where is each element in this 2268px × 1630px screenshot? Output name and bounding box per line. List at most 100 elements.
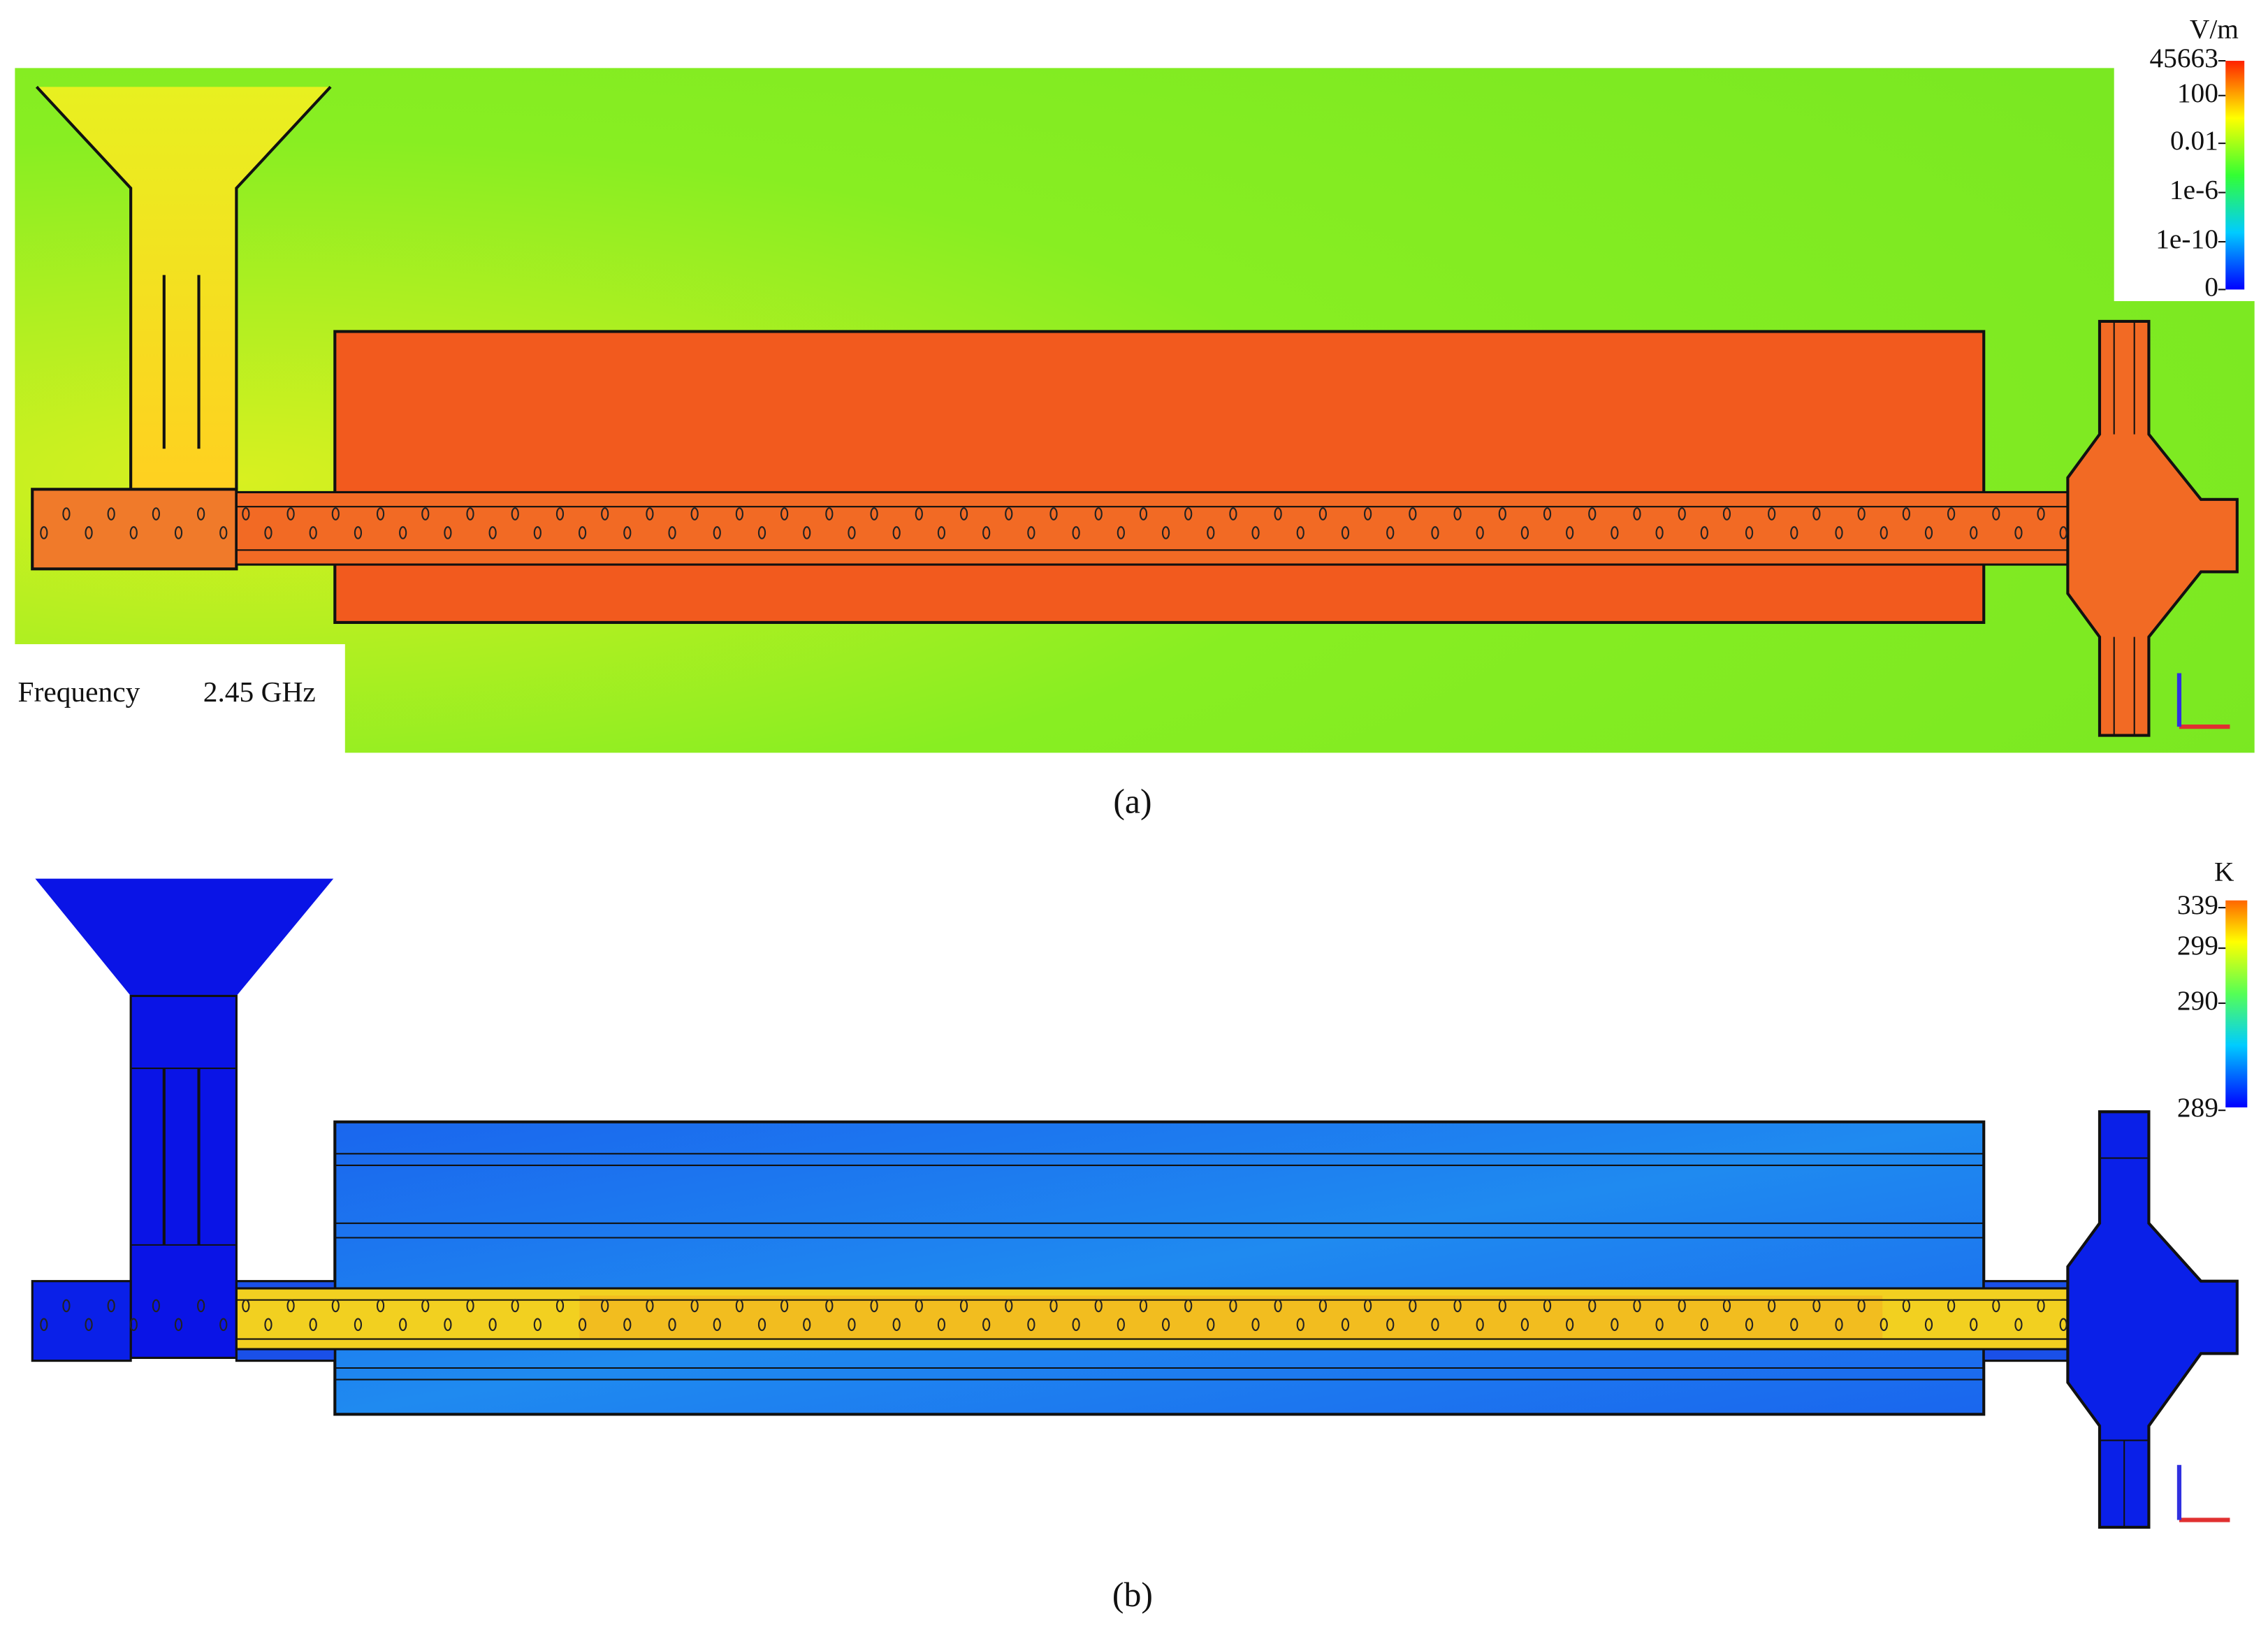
colorbar-label: 45663: [2149, 43, 2218, 73]
screw-hole: [85, 1318, 93, 1332]
screw-hole: [1453, 1299, 1462, 1313]
screw-hole: [1049, 507, 1058, 521]
screw-hole: [713, 526, 721, 539]
screw-hole: [219, 526, 228, 539]
screw-hole: [1274, 507, 1282, 521]
screw-holes: [40, 1299, 2067, 1332]
screw-hole: [1857, 1299, 1866, 1313]
screw-hole: [1678, 507, 1686, 521]
screw-hole: [848, 1318, 856, 1332]
colorbar-label: 290: [2177, 985, 2218, 1016]
screw-hole: [107, 1299, 115, 1313]
screw-hole: [1520, 526, 1529, 539]
screw-hole: [242, 1299, 250, 1313]
screw-hole: [1431, 1318, 1439, 1332]
screw-hole: [735, 1299, 743, 1313]
screw-hole: [690, 507, 699, 521]
screw-hole: [1633, 1299, 1641, 1313]
screw-hole: [1409, 1299, 1417, 1313]
screw-hole: [1005, 507, 1013, 521]
colorbar: [2225, 900, 2248, 1108]
screw-hole: [1364, 507, 1372, 521]
screw-hole: [601, 507, 609, 521]
screw-hole: [1161, 1318, 1170, 1332]
screw-hole: [1318, 507, 1327, 521]
screw-hole: [1992, 1299, 2000, 1313]
screw-hole: [1139, 1299, 1148, 1313]
screw-hole: [1498, 507, 1506, 521]
screw-hole: [1970, 1318, 1978, 1332]
screw-hole: [780, 1299, 789, 1313]
screw-hole: [85, 526, 93, 539]
screw-hole: [466, 507, 474, 521]
screw-hole: [219, 1318, 228, 1332]
colorbar-label: 1e-6: [2169, 175, 2218, 205]
screw-hole: [488, 526, 497, 539]
screw-hole: [1947, 507, 1956, 521]
screw-hole: [511, 1299, 519, 1313]
screw-hole: [1251, 526, 1260, 539]
screw-hole: [1139, 507, 1148, 521]
screw-hole: [1857, 507, 1866, 521]
screw-hole: [511, 507, 519, 521]
screw-hole: [937, 1318, 946, 1332]
screw-hole: [1386, 526, 1395, 539]
screw-hole: [623, 526, 632, 539]
screw-hole: [870, 507, 878, 521]
screw-hole: [1184, 507, 1193, 521]
screw-tube: [235, 490, 2086, 566]
screw-hole: [2014, 526, 2023, 539]
screw-hole: [1094, 507, 1103, 521]
screw-hole: [129, 526, 138, 539]
screw-hole: [1745, 526, 1754, 539]
screw-hole: [1229, 1299, 1237, 1313]
outlet: [2066, 1110, 2239, 1529]
colorbar-label: 339: [2177, 889, 2218, 920]
screw-hole: [757, 1318, 766, 1332]
screw-hole: [1655, 1318, 1664, 1332]
caption: (b): [1112, 1576, 1153, 1614]
outlet: [2066, 319, 2239, 737]
screw-hole: [1184, 1299, 1193, 1313]
screw-hole: [1318, 1299, 1327, 1313]
screw-hole: [1812, 507, 1821, 521]
screw-hole: [399, 526, 407, 539]
screw-hole: [1992, 507, 2000, 521]
feed-tube: [31, 1280, 132, 1362]
screw-hole: [1924, 1318, 1933, 1332]
cavity: [333, 330, 1986, 625]
screw-hole: [713, 1318, 721, 1332]
screw-hole: [354, 1318, 363, 1332]
screw-hole: [2059, 1318, 2067, 1332]
frequency-value: 2.45 GHz: [203, 676, 316, 708]
screw-hole: [1431, 526, 1439, 539]
colorbar-label: 299: [2177, 930, 2218, 961]
screw-hole: [264, 526, 272, 539]
screw-hole: [354, 526, 363, 539]
screw-hole: [915, 1299, 923, 1313]
screw-hole: [1812, 1299, 1821, 1313]
screw-hole: [937, 526, 946, 539]
screw-hole: [1049, 1299, 1058, 1313]
screw-hole: [982, 526, 991, 539]
screw-hole: [1117, 1318, 1125, 1332]
screw-hole: [959, 507, 968, 521]
screw-hole: [1947, 1299, 1956, 1313]
screw-hole: [1341, 1318, 1350, 1332]
screw-hole: [2037, 1299, 2045, 1313]
screw-hole: [1341, 526, 1350, 539]
screw-hole: [982, 1318, 991, 1332]
screw-hole: [1745, 1318, 1754, 1332]
screw-hole: [2014, 1318, 2023, 1332]
screw-hole: [1072, 526, 1080, 539]
screw-hole: [601, 1299, 609, 1313]
colorbar-label: 289: [2177, 1092, 2218, 1123]
screw-hole: [1880, 526, 1888, 539]
screw-hole: [40, 1318, 48, 1332]
screw-hole: [1880, 1318, 1888, 1332]
screw-hole: [1274, 1299, 1282, 1313]
screw-hole: [1835, 1318, 1843, 1332]
screw-hole: [892, 526, 901, 539]
screw-hole: [264, 1318, 272, 1332]
